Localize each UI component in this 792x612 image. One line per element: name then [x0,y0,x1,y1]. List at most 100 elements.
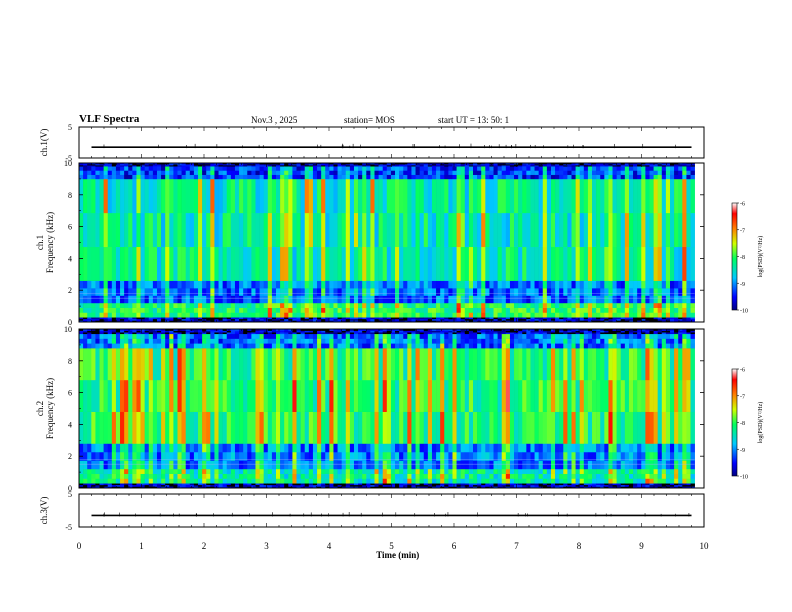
spectrogram-cell [243,329,248,331]
spectrogram-cell [374,343,379,349]
spectrogram-cell [99,312,104,318]
spectrogram-cell [403,164,408,166]
spectrogram-cell [403,178,408,214]
spectrogram-cell [271,348,277,381]
spectrogram-cell [222,332,228,335]
spectrogram-cell [169,343,174,349]
spectrogram-cell [280,483,285,486]
spectrogram-cell [620,246,626,281]
spectrogram-cell [505,288,511,296]
spectrogram-cell [337,478,342,484]
spectrogram-cell [185,312,191,318]
spectrogram-cell [321,478,326,484]
spectrogram-cell [473,280,478,289]
spectrogram-cell [473,333,478,339]
spectrogram-cell [284,348,289,381]
spectrogram-cell [107,478,113,484]
spectrogram-cell [218,484,223,487]
spectrogram-cell [304,165,310,167]
spectrogram-cell [628,165,634,167]
spectrogram-cell [608,307,613,313]
spectrogram-cell [111,329,117,331]
spectrogram-cell [637,165,642,167]
spectrogram-cell [136,348,141,381]
spectrogram-cell [370,379,375,412]
spectrogram-cell [456,163,461,165]
spectrogram-cell [210,166,215,171]
spectrogram-cell [300,307,306,313]
spectrogram-cell [403,478,408,484]
spectrogram-cell [251,166,256,171]
spectrogram-cell [292,307,297,313]
spectrogram-cell [415,460,420,470]
spectrogram-cell [473,288,478,296]
spectrogram-cell [575,174,580,180]
spectrogram-cell [345,165,351,167]
spectrogram-cell [206,486,211,489]
spectrogram-cell [329,166,334,171]
spectrogram-cell [518,320,523,323]
spectrogram-cell [304,473,310,479]
spectrogram-cell [395,484,400,487]
spectrogram-cell [538,165,544,167]
spectrogram-cell [115,312,121,318]
spectrogram-cell [616,288,622,296]
spectrogram-cell [214,280,219,289]
spectrogram-cell [530,295,535,304]
spectrogram-cell [440,411,445,444]
spectrogram-cell [83,329,88,331]
spectrogram-cell [444,163,449,165]
spectrogram-cell [460,343,466,349]
spectrogram-cell [362,411,367,444]
spectrogram-cell [165,174,170,180]
spectrogram-cell [136,484,141,487]
spectrogram-cell [263,178,269,214]
spectrogram-cell [263,486,269,489]
spectrogram-cell [169,246,174,281]
spectrogram-cell [193,312,199,318]
spectrogram-cell [136,246,141,281]
spectrogram-cell [152,348,158,381]
spectrogram-cell [477,468,482,474]
spectrogram-cell [493,332,498,335]
spectrogram-cell [526,170,531,175]
spectrogram-cell [189,178,195,214]
spectrogram-cell [124,343,129,349]
spectrogram-cell [403,483,408,486]
spectrogram-cell [124,451,129,461]
spectrogram-cell [161,486,166,489]
spectrogram-cell [362,486,367,489]
spectrogram-cell [247,451,252,461]
spectrogram-cell [411,212,416,248]
spectrogram-cell [395,332,400,335]
spectrogram-cell [366,170,371,175]
spectrogram-cell [481,338,486,344]
spectrogram-cell [661,170,667,175]
spectrogram-cell [210,483,215,486]
spectrogram-cell [276,486,281,489]
spectrogram-cell [497,478,503,484]
spectrogram-cell [415,307,420,313]
spectrogram-cell [423,178,429,214]
spectrogram-cell [165,164,170,166]
spectrogram-cell [317,468,322,474]
spectrogram-cell [169,333,174,339]
spectrogram-cell [165,443,170,453]
spectrogram-cell [132,165,137,167]
spectrogram-cell [460,212,466,248]
spectrogram-cell [296,164,301,166]
spectrogram-cell [403,302,408,308]
spectrogram-cell [189,443,195,453]
spectrogram-cell [120,174,125,180]
spectrogram-cell [423,478,429,484]
spectrogram-cell [362,320,367,323]
spectrogram-cell [509,302,515,308]
spectrogram-cell [493,333,498,339]
spectrogram-cell [300,333,306,339]
spectrogram-cell [276,483,281,486]
spectrogram-cell [616,166,622,171]
spectrogram-cell [456,333,461,339]
spectrogram-cell [87,460,92,470]
spectrogram-cell [152,484,158,487]
spectrogram-cell [587,280,593,289]
